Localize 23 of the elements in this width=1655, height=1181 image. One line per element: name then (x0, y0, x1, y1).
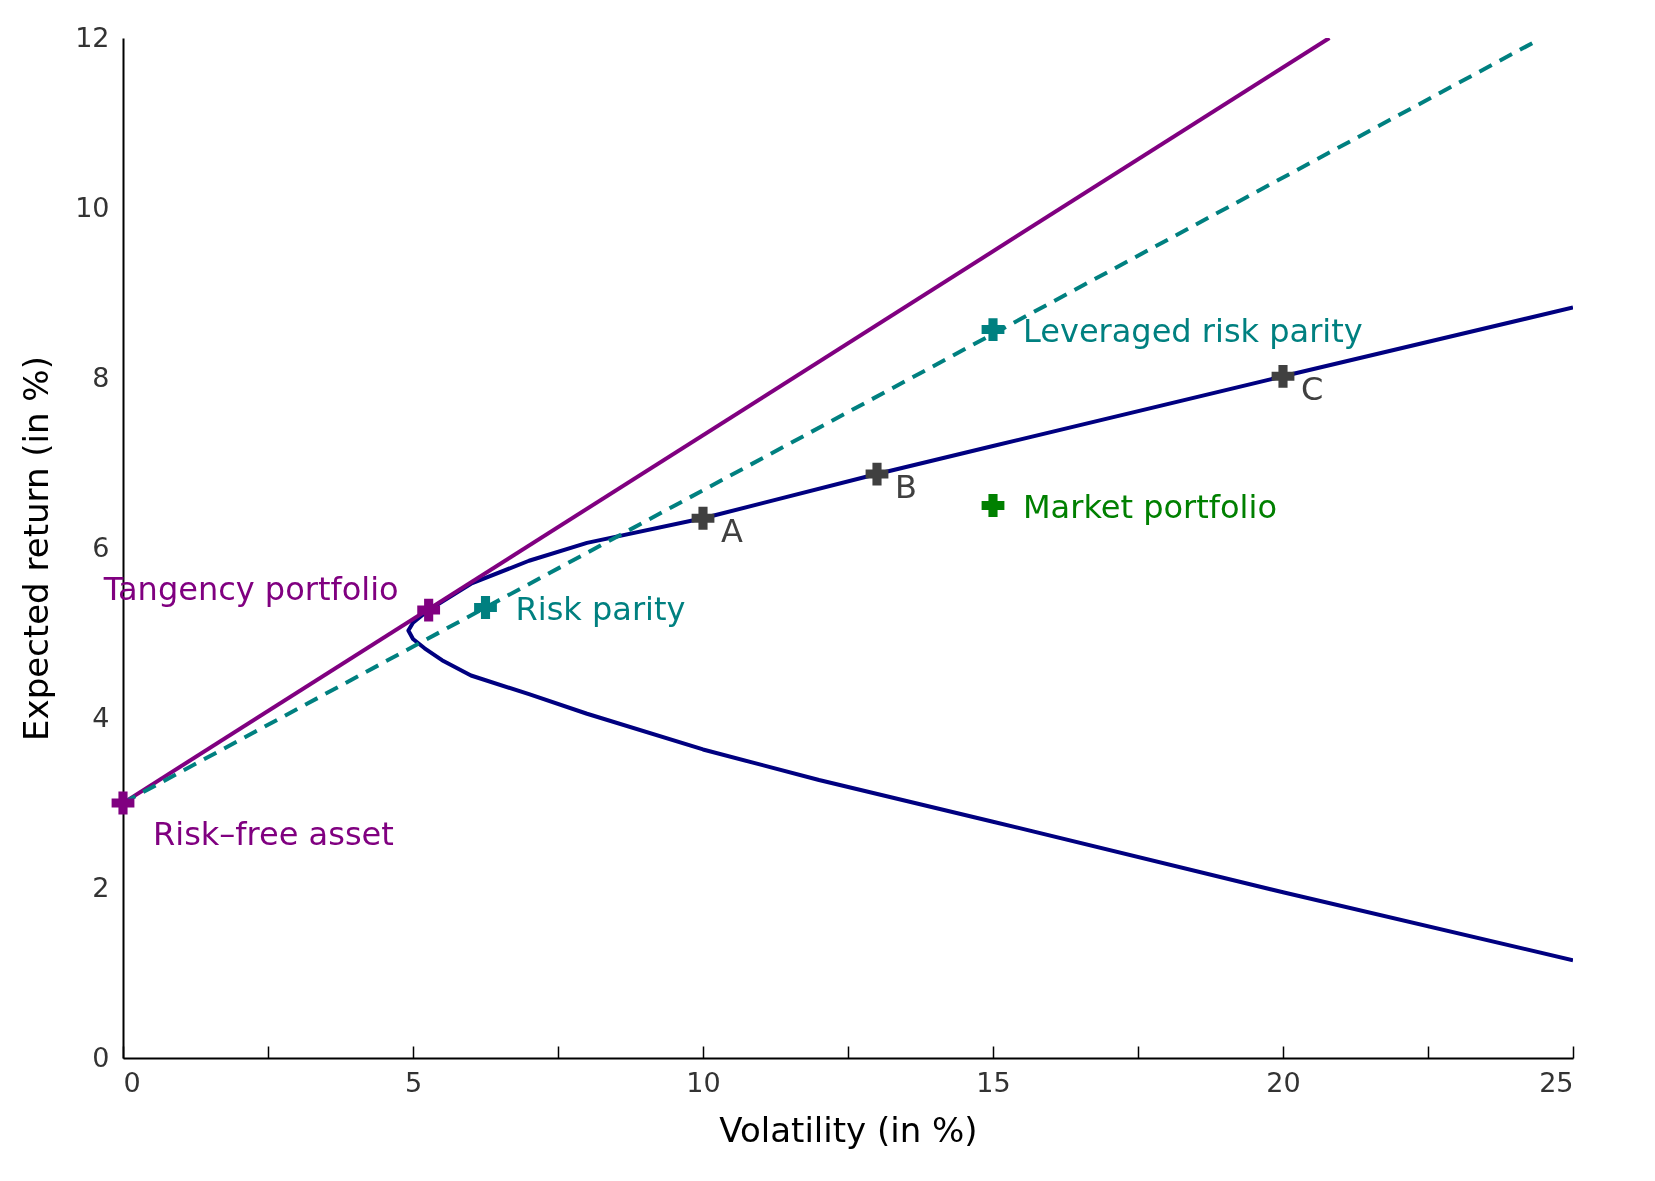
y-tick-label: 4 (92, 701, 110, 733)
series-label: B (895, 468, 917, 507)
y-axis-title: Expected return (in %) (16, 356, 57, 741)
line-series (406, 305, 1573, 963)
y-tick-label: 10 (75, 191, 110, 223)
y-tick-label: 0 (92, 1041, 110, 1073)
series-label: Leveraged risk parity (1023, 311, 1363, 350)
series-label: Risk parity (515, 589, 686, 628)
x-tick-label: 0 (123, 1066, 141, 1098)
x-tick-label: 20 (1266, 1066, 1301, 1098)
x-tick-label: 5 (404, 1066, 423, 1098)
x-tick-label: 10 (686, 1066, 721, 1098)
series-label: C (1301, 370, 1324, 409)
y-tick-label: 2 (92, 871, 110, 903)
series-label: Risk–free asset (153, 815, 394, 853)
x-tick-label: 15 (976, 1066, 1011, 1098)
y-tick-label: 12 (75, 21, 110, 53)
y-tick-label: 6 (92, 531, 110, 563)
x-tick-label: 25 (1539, 1066, 1574, 1098)
y-tick-label: 8 (92, 361, 110, 393)
series-label: Market portfolio (1023, 487, 1277, 526)
x-axis-title: Volatility (in %) (719, 1109, 978, 1150)
series-label: A (721, 512, 743, 551)
